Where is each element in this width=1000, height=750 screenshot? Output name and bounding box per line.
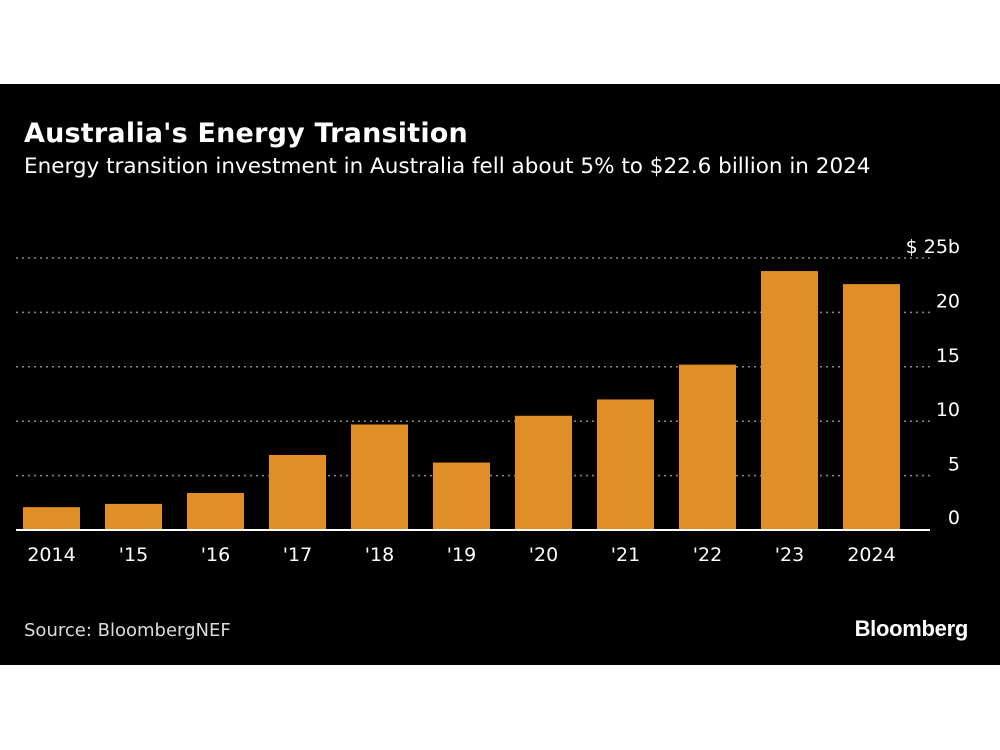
y-tick-label-5: 5 (948, 454, 960, 476)
bar-16 (187, 493, 244, 530)
bar-2014 (23, 507, 80, 530)
bar-chart: 0 5 10 15 20 $ 25b 2014 '15 '16 '17 '18 '19 '20 '21 '… (16, 236, 960, 566)
chart-subtitle: Energy transition investment in Australi… (24, 154, 871, 179)
bloomberg-logo: Bloomberg (854, 616, 969, 641)
y-tick-label-15: 15 (936, 345, 960, 367)
bar-22 (679, 364, 736, 530)
y-tick-label-25: $ 25b (906, 236, 960, 258)
source-note: Source: BloombergNEF (24, 620, 231, 641)
x-tick-label-17: '17 (283, 544, 312, 566)
x-tick-label-16: '16 (201, 544, 230, 566)
bar-17 (269, 454, 326, 530)
x-tick-label-2024: 2024 (847, 544, 895, 566)
bar-2024 (843, 284, 900, 530)
bar-19 (433, 462, 490, 530)
y-tick-label-0: 0 (948, 507, 960, 529)
x-tick-label-2014: 2014 (27, 544, 75, 566)
bar-18 (351, 424, 408, 530)
chart-panel: Australia's Energy Transition Energy tra… (0, 84, 1000, 665)
y-axis-ticks: 0 5 10 15 20 $ 25b (906, 236, 960, 529)
bar-23 (761, 271, 818, 530)
x-tick-label-21: '21 (611, 544, 640, 566)
x-axis-ticks: 2014 '15 '16 '17 '18 '19 '20 '21 '22 '23 2024 (27, 544, 895, 566)
x-tick-label-20: '20 (529, 544, 558, 566)
bar-20 (515, 415, 572, 530)
bar-21 (597, 399, 654, 530)
y-tick-label-10: 10 (936, 399, 960, 421)
x-tick-label-19: '19 (447, 544, 476, 566)
x-tick-label-22: '22 (693, 544, 722, 566)
x-tick-label-15: '15 (119, 544, 148, 566)
y-tick-label-20: 20 (936, 290, 960, 312)
bar-15 (105, 503, 162, 530)
x-tick-label-23: '23 (775, 544, 804, 566)
chart-title: Australia's Energy Transition (24, 118, 468, 149)
bars (23, 271, 900, 530)
x-tick-label-18: '18 (365, 544, 394, 566)
